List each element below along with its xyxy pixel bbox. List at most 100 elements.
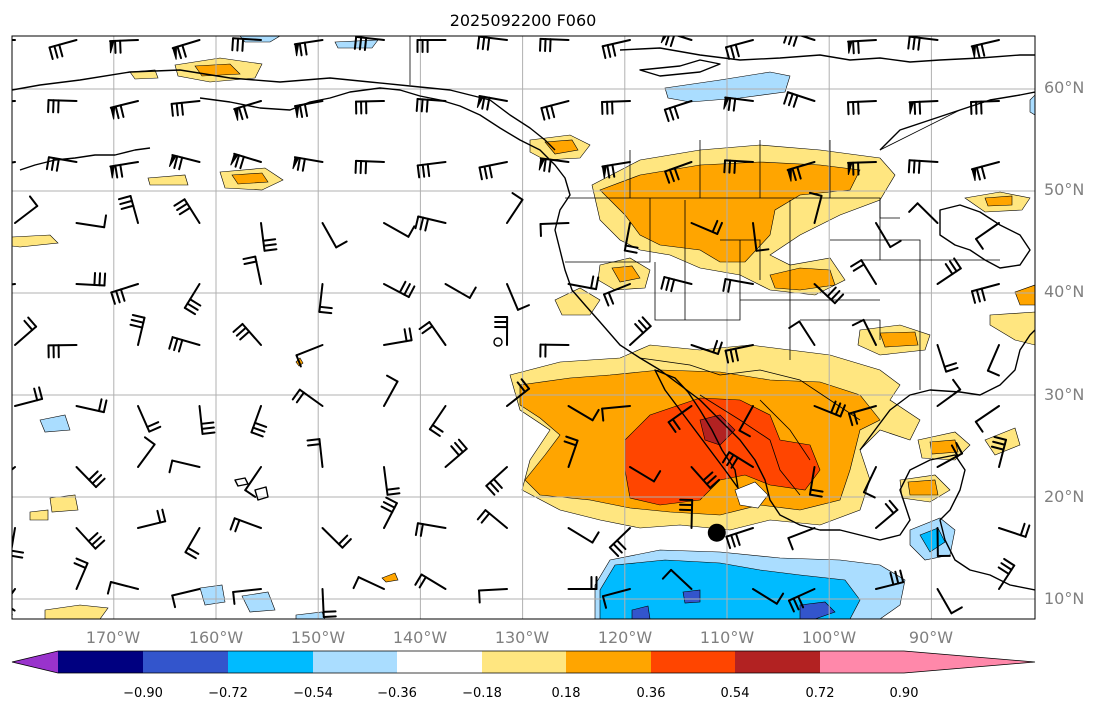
positive-anomaly-patch-atlantic-core [1014, 284, 1035, 306]
wind-barb [850, 259, 877, 285]
wind-barb [293, 100, 324, 118]
wind-barb [690, 466, 721, 489]
border-canada-provinces [629, 109, 961, 198]
coastline-gulf-of-mexico [859, 329, 1035, 451]
wind-barb [986, 344, 1000, 377]
wind-barb [848, 405, 877, 427]
map-title: 2025092200 F060 [450, 11, 597, 30]
border-mexico-states [699, 394, 811, 496]
wind-barb [936, 378, 962, 407]
wind-barb [722, 278, 754, 293]
wind-barb [752, 222, 770, 252]
wind-barb [567, 527, 600, 544]
wind-barb [738, 405, 754, 438]
coastline-great-lakes [939, 204, 1031, 269]
colorbar-segment [397, 651, 482, 673]
wind-barb [664, 161, 693, 184]
wind-barb [383, 327, 413, 346]
wind-barb [414, 215, 447, 232]
wind-barb [970, 39, 1000, 59]
wind-barb [786, 161, 816, 182]
wind-barb [295, 344, 324, 368]
positive-anomaly-patch-gulf [984, 427, 1021, 456]
colorbar-segment [566, 651, 651, 673]
wind-barb [428, 405, 447, 437]
wind-barb [232, 322, 262, 346]
wind-barb [629, 316, 652, 346]
wind-barb [998, 522, 1031, 538]
lon-label-120w: 120°W [598, 628, 653, 647]
neutral-hole-southwest [734, 481, 769, 509]
wind-barb [788, 320, 816, 346]
wind-barb [75, 271, 107, 287]
wind-barb [808, 466, 824, 498]
wind-barb [725, 527, 754, 550]
wind-barb [908, 202, 939, 224]
wind-barb [506, 378, 531, 407]
wind-barb [847, 100, 877, 116]
wind-barb [416, 161, 447, 179]
colorbar-tick-label: −0.18 [462, 686, 502, 701]
colorbar-extend-low [12, 651, 58, 673]
wind-barb [539, 343, 570, 358]
wind-barb [808, 191, 823, 224]
wind-barb [414, 522, 447, 537]
wind-barb [601, 39, 631, 59]
colorbar-outline [11, 650, 1036, 674]
coastline-island-circle [493, 337, 503, 347]
positive-anomaly-patch-hawaii-south [29, 509, 49, 521]
wind-barb [260, 222, 278, 252]
negative-anomaly-patch-pacific-west [39, 414, 71, 433]
wind-barb [875, 499, 899, 529]
negative-anomaly-patch-pacific-south-2 [241, 591, 276, 613]
wind-barb [974, 405, 1000, 433]
wind-barb [567, 576, 598, 591]
lon-label-160w: 160°W [189, 628, 244, 647]
wind-barb [970, 283, 1000, 304]
wind-barb [478, 588, 508, 604]
lat-label-60n: 60°N [1044, 78, 1084, 97]
wind-barb [137, 508, 167, 529]
wind-barb [476, 509, 508, 529]
positive-anomaly-patch-montana [769, 267, 836, 291]
wind-barb [601, 405, 631, 422]
wind-barb [171, 588, 201, 609]
wind-barb [608, 527, 631, 558]
positive-anomaly-patch-oregon-core [611, 265, 641, 283]
wind-barb [623, 222, 639, 254]
map-area [12, 36, 1035, 619]
wind-barb [478, 161, 508, 181]
wind-barb [47, 99, 78, 114]
wind-barb [383, 374, 399, 407]
wind-barb [601, 100, 631, 115]
wind-barb [567, 275, 600, 291]
colorbar-segment [651, 651, 735, 673]
negative-anomaly-core-tropical-pacific [599, 559, 861, 619]
wind-barb [293, 39, 324, 57]
wind-barb [660, 276, 693, 293]
coastline-alaska-north [12, 69, 556, 151]
wind-barb [494, 315, 509, 346]
wind-barb [444, 438, 468, 468]
wind-barb [783, 91, 816, 108]
colorbar-tick-label: −0.54 [293, 686, 333, 701]
lon-label-130w: 130°W [495, 628, 550, 647]
wind-barb [975, 222, 1000, 250]
wind-barb [723, 159, 754, 174]
lon-label-110w: 110°W [700, 628, 755, 647]
wind-barb [14, 316, 38, 346]
wind-barb [444, 283, 477, 299]
wind-barb [352, 576, 385, 590]
wind-barb [170, 100, 201, 117]
wind-barb [106, 580, 139, 595]
wind-barb [602, 283, 631, 307]
lon-label-100w: 100°W [802, 628, 857, 647]
positive-anomaly-patch-north-pacific [147, 174, 189, 186]
wind-barb [936, 588, 963, 615]
wind-barb [306, 438, 324, 468]
wind-barb [997, 557, 1016, 590]
wind-barb [476, 94, 508, 111]
wind-barb [601, 588, 631, 609]
colorbar-tick-label: 0.54 [721, 686, 750, 701]
